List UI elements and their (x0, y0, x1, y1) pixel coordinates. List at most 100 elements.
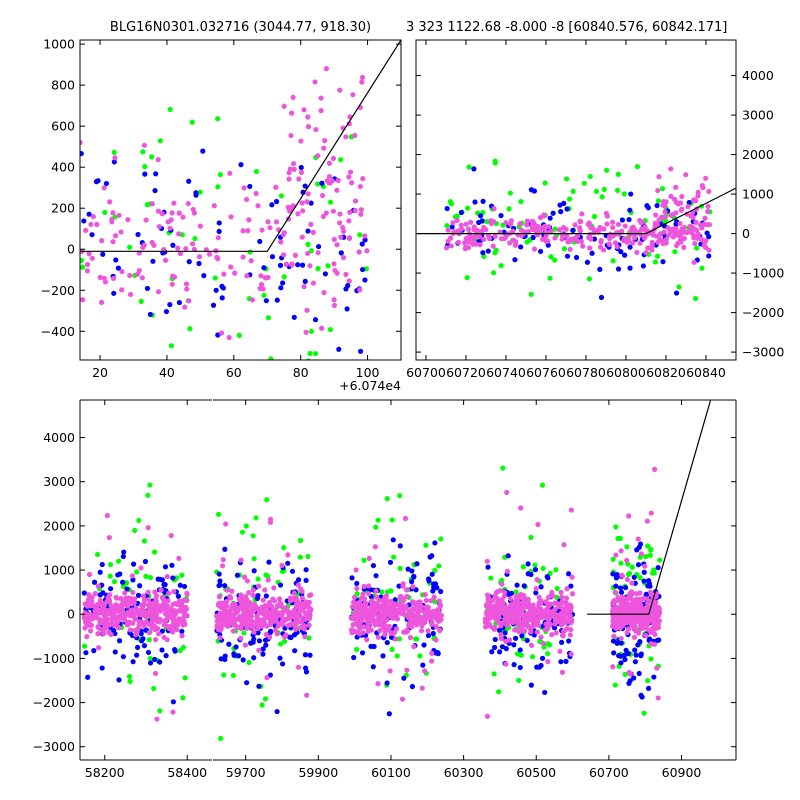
data-point-pink (421, 609, 428, 615)
data-point-blue (568, 583, 574, 589)
data-point-green (277, 641, 284, 647)
data-point-green (581, 180, 587, 186)
data-point-green (268, 356, 274, 360)
data-point-pink (178, 599, 184, 605)
data-point-pink (702, 244, 709, 250)
data-point-blue (170, 575, 176, 581)
data-point-green (180, 695, 186, 701)
data-point-pink (518, 505, 524, 511)
data-point-pink (668, 193, 674, 199)
data-point-pink (240, 228, 246, 234)
data-point-pink (185, 200, 191, 207)
data-point-green (528, 534, 534, 541)
data-point-pink (558, 622, 565, 628)
data-point-green (281, 638, 288, 645)
data-point-blue (627, 244, 633, 250)
data-point-blue (280, 280, 286, 286)
data-point-pink (290, 160, 297, 167)
data-point-blue (251, 636, 257, 642)
data-point-pink (217, 603, 223, 609)
data-point-pink (326, 160, 333, 166)
data-point-pink (184, 597, 190, 604)
data-point-pink (644, 518, 650, 524)
data-point-blue (222, 546, 228, 552)
data-point-blue (267, 628, 274, 635)
data-point-blue (401, 675, 407, 681)
model-line (416, 187, 736, 235)
data-point-pink (159, 211, 165, 217)
data-point-blue (533, 590, 539, 596)
data-point-pink (541, 223, 548, 230)
data-point-pink (223, 521, 229, 527)
data-point-pink (564, 601, 570, 608)
data-point-pink (138, 565, 144, 571)
data-point-pink (158, 587, 164, 593)
data-point-blue (636, 670, 642, 677)
data-point-pink (611, 633, 617, 639)
data-point-pink (653, 212, 659, 218)
data-point-green (518, 652, 524, 658)
x-tick-label: 60300 (444, 765, 484, 780)
data-point-pink (610, 664, 616, 670)
data-point-pink (166, 610, 172, 616)
data-point-blue (295, 262, 301, 268)
x-tick-label: 60700 (406, 365, 446, 380)
data-point-pink (560, 632, 566, 638)
data-point-blue (113, 257, 119, 263)
data-point-pink (677, 233, 683, 239)
data-point-green (315, 181, 321, 187)
data-point-blue (564, 206, 570, 212)
data-point-blue (362, 277, 368, 283)
data-point-pink (615, 221, 622, 228)
data-point-blue (646, 580, 652, 586)
data-point-blue (99, 561, 105, 568)
data-point-pink (465, 244, 472, 251)
data-point-pink (411, 614, 418, 621)
data-point-blue (614, 640, 620, 646)
data-point-pink (484, 611, 490, 617)
data-point-green (649, 570, 656, 576)
data-point-pink (498, 636, 504, 642)
data-point-green (529, 654, 536, 660)
data-point-blue (485, 564, 491, 570)
data-point-green (397, 493, 403, 499)
data-point-blue (144, 285, 151, 292)
data-point-pink (283, 605, 290, 611)
data-point-pink (122, 590, 128, 596)
data-point-green (149, 154, 155, 160)
data-point-green (297, 537, 304, 544)
data-point-pink (700, 185, 706, 191)
data-point-pink (656, 174, 662, 180)
data-point-blue (354, 580, 360, 587)
data-point-pink (638, 597, 644, 603)
data-point-pink (298, 138, 304, 144)
data-point-pink (569, 574, 575, 580)
data-point-pink (381, 613, 387, 619)
data-point-pink (695, 231, 701, 237)
data-point-blue (269, 254, 276, 260)
data-point-pink (509, 601, 516, 607)
data-point-pink (654, 222, 661, 228)
data-point-pink (609, 219, 616, 225)
data-point-pink (437, 628, 443, 634)
data-point-blue (519, 633, 525, 639)
data-point-pink (490, 243, 496, 249)
data-point-blue (116, 677, 122, 683)
data-point-pink (691, 197, 697, 204)
data-point-pink (93, 614, 99, 620)
data-point-pink (693, 219, 699, 225)
data-point-pink (692, 240, 698, 247)
data-point-pink (184, 286, 190, 292)
data-point-blue (631, 675, 637, 681)
data-point-blue (625, 650, 631, 657)
data-point-green (648, 547, 654, 553)
data-point-blue (503, 646, 509, 652)
data-point-green (107, 561, 114, 568)
data-point-pink (239, 600, 245, 607)
data-point-pink (140, 603, 146, 610)
data-point-pink (465, 226, 472, 232)
data-point-blue (537, 248, 544, 255)
data-point-blue (263, 593, 269, 599)
data-point-pink (86, 592, 92, 598)
data-point-pink (640, 607, 647, 613)
